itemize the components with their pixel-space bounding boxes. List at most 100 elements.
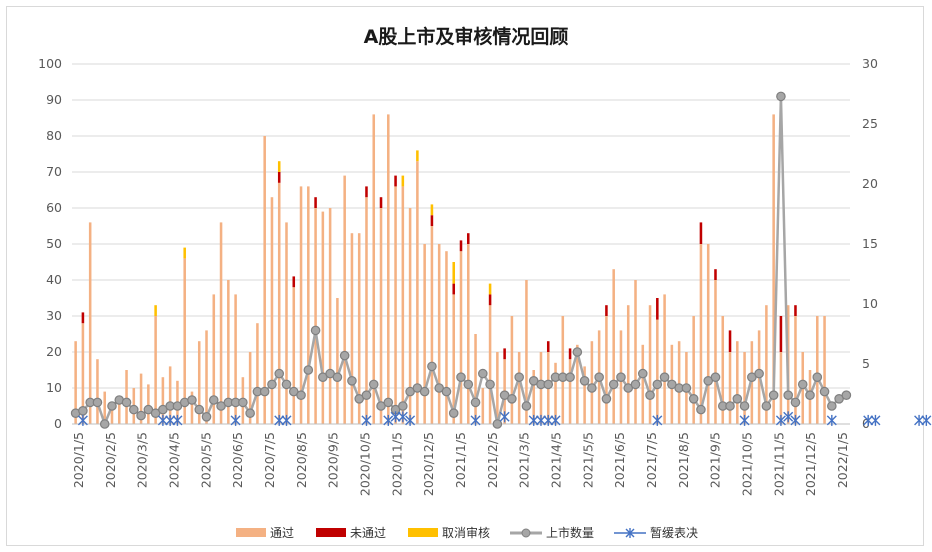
point-postpone (739, 414, 750, 426)
bar-pass (692, 316, 695, 424)
point-postpone (383, 414, 394, 426)
bar-reject (605, 305, 608, 316)
point-postpone (405, 414, 416, 426)
point-listing (616, 372, 626, 382)
bar-pass (328, 208, 332, 424)
bar-pass (292, 287, 296, 424)
bar-pass (554, 362, 557, 424)
legend-cancel-swatch (408, 528, 438, 537)
bar-pass (74, 341, 77, 424)
legend-listing: 上市数量 (510, 524, 594, 541)
point-listing (310, 325, 321, 336)
point-listing (761, 401, 772, 411)
bar-pass (816, 316, 819, 424)
bar-reject (656, 298, 659, 320)
bar-cancel (277, 161, 281, 172)
bar-pass (634, 280, 637, 424)
point-listing (92, 397, 103, 408)
bar-pass (379, 208, 383, 424)
point-listing (492, 419, 503, 429)
point-postpone (77, 414, 88, 426)
bar-pass (88, 222, 92, 424)
point-listing (827, 401, 837, 411)
point-postpone (535, 414, 546, 426)
bar-pass (81, 323, 85, 424)
legend-postpone-label: 暂缓表决 (650, 526, 699, 540)
bar-pass (227, 280, 230, 424)
bar-pass (103, 391, 106, 424)
x-tick-label: 2020/4/5 (167, 432, 182, 488)
bar-pass (794, 316, 797, 424)
point-listing (383, 397, 394, 408)
bar-pass (583, 366, 586, 424)
bar-pass (430, 226, 434, 424)
legend-cancel-label: 取消审核 (442, 526, 491, 540)
bar-reject (430, 215, 434, 226)
point-listing (732, 393, 743, 404)
bar-pass (350, 233, 354, 424)
bar-reject (794, 305, 797, 316)
bar-reject (714, 269, 717, 280)
bar-pass (663, 294, 666, 424)
point-listing (129, 404, 139, 415)
point-listing (99, 419, 110, 429)
bar-reject (728, 330, 732, 352)
y-left-tick-label: 60 (46, 200, 62, 215)
point-listing (448, 408, 459, 418)
bar-pass (736, 341, 739, 424)
point-listing (194, 404, 205, 415)
bar-pass (459, 251, 463, 424)
y-left-tick-label: 20 (46, 344, 62, 359)
y-left-tick-label: 0 (54, 416, 62, 431)
legend-postpone-swatch (614, 527, 646, 538)
bar-pass (299, 186, 303, 424)
bar-pass (234, 294, 237, 424)
bar-pass (772, 114, 775, 425)
y-right-tick-label: 20 (862, 176, 878, 191)
x-tick-label: 2021/5/5 (580, 432, 595, 488)
point-postpone (863, 414, 874, 426)
bar-pass (336, 298, 339, 424)
bar-pass (517, 352, 521, 424)
bar-pass (161, 377, 165, 424)
bar-reject (459, 240, 463, 252)
point-listing (754, 368, 764, 379)
point-postpone (499, 411, 510, 423)
x-tick-label: 2021/12/5 (803, 432, 818, 496)
bar-pass (343, 175, 346, 424)
point-listing (587, 383, 597, 393)
legend-reject-label: 未通过 (350, 526, 387, 540)
bar-pass (532, 370, 535, 424)
point-listing (201, 411, 212, 422)
point-listing (281, 379, 292, 390)
bar-pass (765, 305, 768, 424)
bar-pass (263, 136, 266, 424)
bar-pass (714, 280, 717, 424)
point-listing (238, 397, 248, 408)
bar-reject (546, 341, 550, 352)
bar-pass (277, 182, 281, 424)
bar-cancel (401, 175, 405, 187)
point-listing (594, 372, 604, 382)
bar-pass (466, 244, 470, 424)
bar-pass (612, 269, 615, 424)
y-right-tick-label: 25 (862, 116, 878, 131)
bar-pass (743, 352, 746, 424)
legend-pass: 通过 (236, 524, 294, 541)
point-listing (696, 404, 706, 415)
bar-pass (248, 352, 252, 424)
point-listing (783, 390, 793, 400)
x-tick-label: 2020/6/5 (230, 432, 245, 488)
x-tick-label: 2021/4/5 (549, 432, 564, 488)
bar-pass (416, 161, 419, 424)
bar-reject (699, 222, 703, 244)
point-listing (427, 361, 437, 372)
bar-pass (699, 244, 703, 424)
legend-reject-swatch (316, 528, 346, 537)
bar-pass (147, 384, 150, 424)
point-postpone (172, 414, 183, 426)
bar-reject (452, 283, 456, 295)
y-left-tick-label: 50 (46, 236, 62, 251)
point-listing (419, 386, 430, 397)
point-listing (485, 379, 495, 390)
